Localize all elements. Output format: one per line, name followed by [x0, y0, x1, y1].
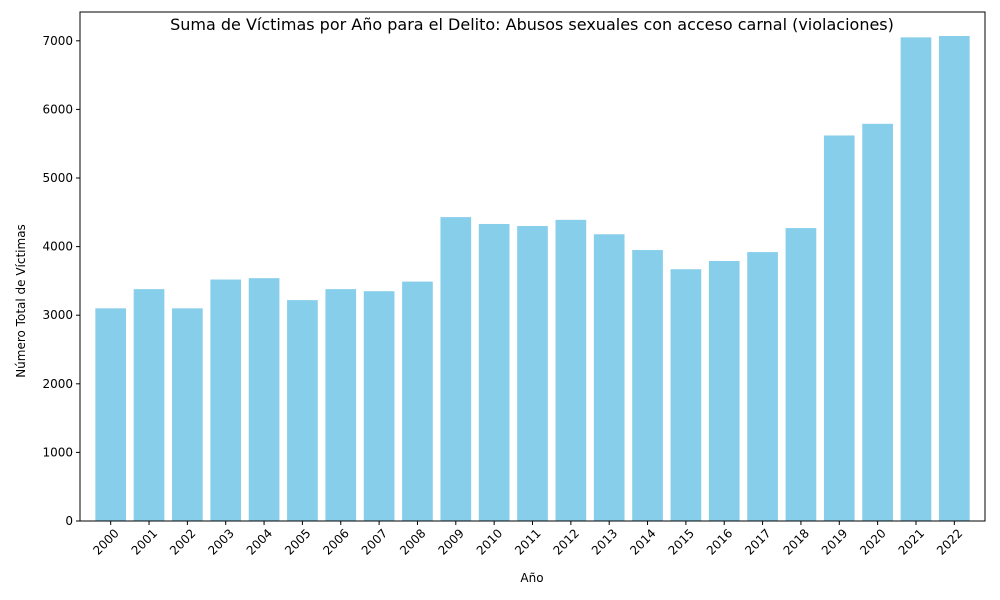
bar-2001: [133, 289, 165, 521]
y-tick-label: 5000: [42, 171, 73, 185]
x-tick-label: 2009: [435, 526, 466, 557]
bars-group: [95, 36, 970, 522]
bar-2017: [747, 252, 778, 521]
x-tick-label: 2001: [129, 526, 160, 557]
y-tick-label: 3000: [42, 308, 73, 322]
x-tick-label: 2011: [512, 526, 543, 557]
bar-2014: [632, 250, 663, 522]
x-tick-label: 2017: [742, 526, 773, 557]
bar-2010: [478, 223, 510, 522]
bar-2022: [938, 36, 970, 522]
bar-2005: [287, 300, 318, 521]
bar-2012: [555, 219, 587, 522]
bar-2021: [900, 37, 932, 521]
x-tick-label: 2005: [282, 526, 313, 557]
x-tick-label: 2018: [781, 526, 812, 557]
y-axis-label: Número Total de Víctimas: [14, 224, 28, 378]
y-axis: 0 1000 2000 3000 4000 5000 6000 7000: [42, 34, 80, 528]
bar-2008: [402, 281, 433, 521]
y-tick-label: 1000: [42, 445, 73, 459]
axes-frame: [79, 11, 986, 522]
x-tick-label: 2002: [167, 526, 198, 557]
y-tick-label: 6000: [42, 102, 73, 116]
x-axis-label: Año: [520, 571, 543, 585]
x-tick-label: 2006: [320, 526, 351, 557]
y-tick-label: 7000: [42, 34, 73, 48]
bar-2018: [785, 228, 817, 521]
y-tick-label: 4000: [42, 240, 73, 254]
x-axis: 2000 2001 2002 2003 2004 2005 2006 2007 2008 2009…: [90, 521, 965, 558]
x-tick-label: 2000: [90, 526, 121, 557]
bar-2019: [823, 135, 855, 521]
x-tick-label: 2019: [819, 526, 850, 557]
x-tick-label: 2010: [474, 526, 505, 557]
x-tick-label: 2015: [666, 526, 697, 557]
chart-title: Suma de Víctimas por Año para el Delito:…: [170, 15, 894, 34]
x-tick-label: 2022: [934, 526, 965, 557]
bar-2004: [248, 278, 280, 521]
y-tick-label: 2000: [42, 377, 73, 391]
bar-2006: [325, 289, 357, 521]
x-tick-label: 2004: [244, 526, 275, 557]
bar-2011: [517, 226, 548, 521]
x-tick-label: 2016: [704, 526, 735, 557]
bar-2000: [95, 308, 127, 521]
bar-2015: [670, 269, 702, 521]
bar-2016: [708, 261, 740, 521]
y-tick-label: 0: [65, 514, 73, 528]
bar-2007: [363, 291, 395, 521]
bar-2013: [593, 234, 625, 521]
bar-2009: [440, 217, 472, 521]
x-tick-label: 2007: [359, 526, 390, 557]
x-tick-label: 2008: [397, 526, 428, 557]
bar-2020: [862, 123, 893, 521]
bar-2003: [210, 279, 242, 521]
x-tick-label: 2014: [627, 526, 658, 557]
x-tick-label: 2012: [550, 526, 581, 557]
x-tick-label: 2013: [589, 526, 620, 557]
x-tick-label: 2003: [205, 526, 236, 557]
x-tick-label: 2020: [857, 526, 888, 557]
bar-2002: [172, 308, 203, 521]
x-tick-label: 2021: [896, 526, 927, 557]
